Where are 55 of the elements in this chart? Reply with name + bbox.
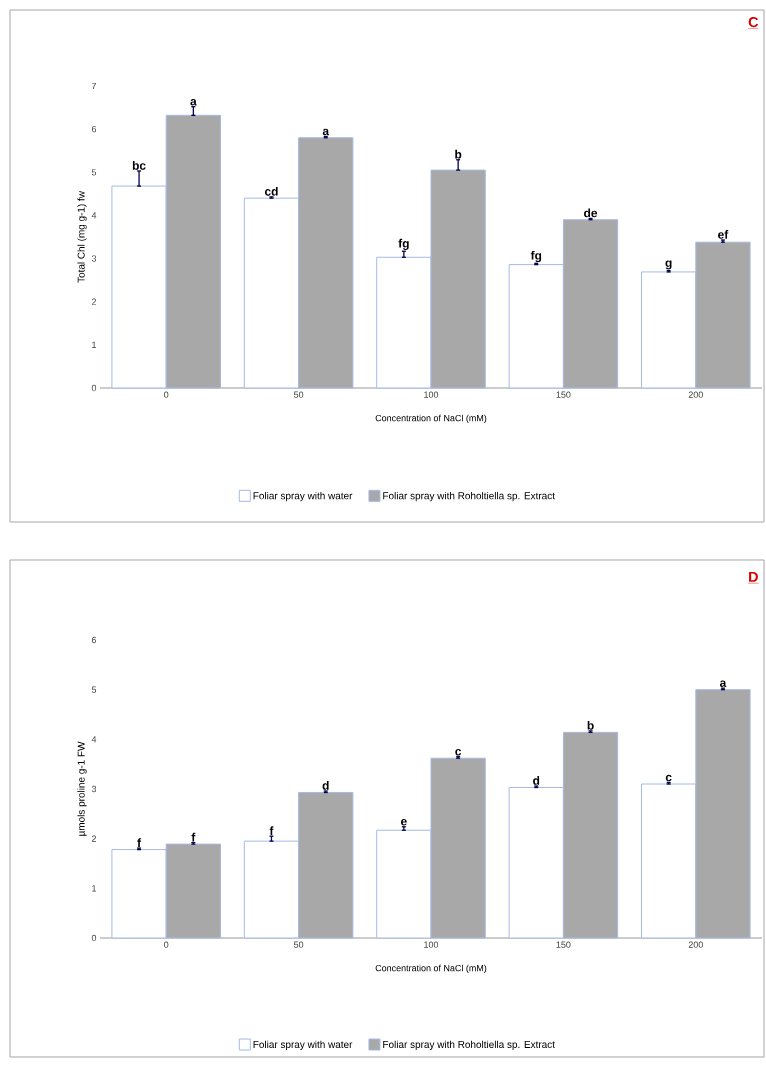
x-tick-label: 100 [424,391,439,398]
y-tick-label: 2 [91,835,97,842]
x-tick-label: 0 [164,391,169,398]
data-label: f [137,838,142,847]
y-tick-label: 4 [91,212,97,219]
y-tick-label: 1 [92,885,97,892]
x-tick-label: 150 [556,391,571,398]
data-label: f [191,832,196,842]
y-axis-title: Total Chl (mg g-1) fw [77,191,87,283]
data-label: d [533,776,540,785]
data-label: a [719,680,727,687]
y-tick-label: 6 [91,636,97,644]
y-tick-label: 7 [91,82,97,90]
y-tick-label: 0 [91,934,97,942]
data-label: cd [264,186,278,196]
chart-title: C [748,17,759,28]
y-tick-label: 0 [91,384,97,392]
data-label: e [401,818,407,826]
data-label: fg [398,238,409,251]
data-label: g [665,260,672,270]
x-tick-label: 100 [424,941,439,948]
data-label: b [455,149,462,159]
y-tick-label: 2 [91,298,97,305]
data-label: de [584,208,598,218]
y-tick-label: 4 [91,736,97,743]
x-tick-label: 0 [164,941,169,948]
y-tick-label: 1 [92,341,97,348]
data-label: f [269,826,274,835]
data-label: fg [530,250,542,263]
legend-label: Foliar spray with water [253,1040,353,1050]
y-tick-label: 6 [91,125,97,133]
data-label: c [665,774,672,782]
data-label: b [587,720,594,730]
x-tick-label: 50 [293,941,304,948]
y-tick-label: 3 [91,255,97,262]
y-tick-label: 5 [91,169,97,176]
y-axis-title: µmols proline g-1 FW [77,741,87,836]
legend-label: Foliar spray with Roholtiella sp. Extract [383,1040,555,1050]
legend-label: Foliar spray with Roholtiella sp. Extract [383,491,555,502]
y-tick-label: 3 [91,785,97,793]
x-tick-label: 200 [688,941,703,948]
legend-label: Foliar spray with water [253,491,353,502]
data-label: a [190,98,197,106]
data-label: d [322,781,329,790]
x-axis-title: Concentration of NaCl (mM) [375,414,487,424]
x-tick-label: 200 [688,391,703,398]
chart-title: D [749,571,758,582]
x-tick-label: 150 [556,941,571,948]
data-label: a [322,128,330,136]
x-tick-label: 50 [293,391,304,398]
x-axis-title: Concentration of NaCl (mM) [375,964,487,974]
data-label: bc [132,161,146,170]
y-tick-label: 5 [91,686,97,693]
data-label: c [455,748,462,756]
data-label: ef [718,230,729,239]
